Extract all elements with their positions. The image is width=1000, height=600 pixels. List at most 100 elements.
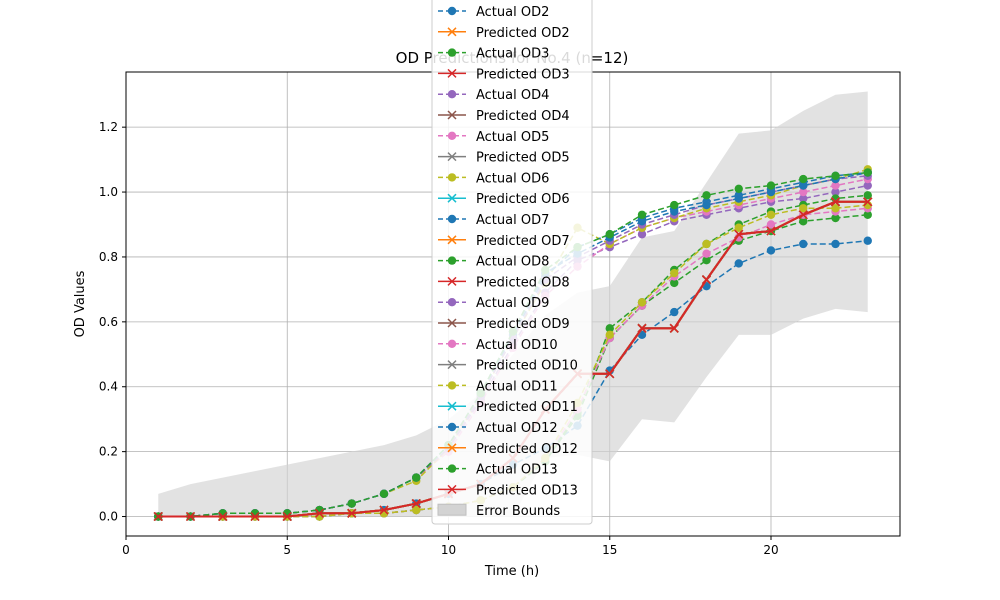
- legend-box: [431, 0, 593, 525]
- legend-entry: Predicted OD4: [438, 109, 570, 124]
- legend-marker: [447, 484, 457, 494]
- data-point: [637, 298, 647, 307]
- data-point: [799, 194, 808, 203]
- data-point: [831, 171, 840, 181]
- data-point: [347, 499, 356, 508]
- y-axis-ticks: 0.0 0.2 0.4 0.6 0.8 1.0 1.2: [99, 120, 126, 524]
- legend-label: Actual OD12: [476, 421, 558, 436]
- legend-label: Actual OD7: [476, 213, 549, 228]
- marker-stroke: [701, 275, 712, 285]
- legend-entry: Predicted OD7: [438, 234, 570, 249]
- data-point: [702, 200, 711, 210]
- data-point: [799, 239, 808, 249]
- legend-label: Predicted OD11: [476, 400, 578, 415]
- marker-stroke: [250, 512, 260, 522]
- legend-marker: [447, 27, 457, 37]
- legend-label: Predicted OD7: [476, 234, 570, 249]
- legend-label: Actual OD3: [476, 47, 549, 62]
- x-axis-ticks: 0 5 10 15 20: [122, 536, 779, 557]
- legend-marker: [447, 298, 457, 307]
- x-tick-label: 10: [441, 543, 456, 557]
- data-point: [831, 204, 840, 213]
- data-point: [314, 508, 325, 518]
- y-tick-label: 0.6: [99, 315, 118, 329]
- data-point: [605, 369, 615, 379]
- legend-entry: Actual OD2: [438, 5, 549, 20]
- legend-label: Predicted OD3: [476, 67, 570, 82]
- data-point: [734, 259, 743, 268]
- legend-entry: Actual OD4: [438, 88, 549, 103]
- data-point: [670, 200, 679, 210]
- data-point: [766, 220, 776, 229]
- y-tick-label: 0.4: [99, 380, 118, 394]
- legend-entry: Actual OD12: [438, 421, 558, 436]
- legend-marker: [447, 6, 457, 16]
- legend-marker: [447, 318, 457, 328]
- legend-entry: Predicted OD8: [438, 275, 570, 290]
- legend-label: Actual OD10: [476, 338, 558, 353]
- data-point: [218, 512, 228, 522]
- marker-stroke: [766, 226, 776, 236]
- legend-marker: [447, 235, 457, 245]
- data-point: [605, 330, 614, 340]
- marker-stroke: [669, 323, 679, 333]
- y-tick-label: 1.0: [99, 185, 118, 199]
- legend-label: Actual OD13: [476, 463, 558, 478]
- data-point: [605, 230, 614, 239]
- legend-marker: [447, 48, 457, 57]
- y-tick-label: 1.2: [99, 120, 118, 134]
- legend-entry: Actual OD9: [438, 296, 549, 311]
- legend-entry: Predicted OD13: [438, 483, 578, 498]
- data-point: [669, 323, 679, 333]
- data-point: [799, 204, 808, 213]
- legend-marker: [447, 422, 457, 432]
- data-point: [799, 187, 808, 197]
- legend-swatch: [437, 503, 467, 516]
- legend-entry: Predicted OD11: [438, 400, 578, 415]
- marker-stroke: [411, 499, 421, 509]
- legend-label: Predicted OD10: [476, 359, 578, 374]
- y-tick-label: 0.0: [99, 510, 118, 524]
- legend-label: Predicted OD8: [476, 275, 570, 290]
- data-point: [766, 226, 776, 236]
- data-point: [863, 191, 872, 200]
- data-point: [379, 489, 389, 499]
- legend-entry: Actual OD8: [438, 255, 549, 270]
- legend-entry: Predicted OD2: [438, 26, 570, 41]
- legend-entry: Actual OD5: [438, 130, 549, 145]
- legend-entry: Predicted OD9: [438, 317, 570, 332]
- legend-label: Actual OD11: [476, 379, 558, 394]
- legend-entry: Actual OD3: [438, 47, 549, 62]
- legend-marker: [447, 152, 457, 162]
- data-point: [863, 181, 872, 190]
- legend-label: Predicted OD4: [476, 109, 570, 124]
- legend-label: Predicted OD9: [476, 317, 570, 332]
- legend-entry: Predicted OD12: [438, 442, 578, 457]
- data-point: [831, 213, 840, 223]
- data-point: [670, 278, 679, 288]
- legend-marker: [447, 214, 457, 224]
- data-point: [766, 181, 776, 190]
- legend-label: Error Bounds: [476, 504, 560, 519]
- marker-stroke: [637, 323, 647, 333]
- legend-label: Predicted OD6: [476, 192, 570, 207]
- data-point: [734, 184, 743, 194]
- data-point: [702, 255, 711, 265]
- data-point: [379, 505, 389, 515]
- y-tick-label: 0.2: [99, 445, 118, 459]
- x-tick-label: 0: [122, 543, 130, 557]
- data-point: [863, 197, 873, 207]
- legend-marker: [447, 401, 457, 411]
- marker-stroke: [863, 197, 873, 207]
- data-point: [702, 239, 711, 249]
- data-point: [637, 230, 647, 239]
- legend-entry: Actual OD10: [438, 338, 558, 353]
- marker-stroke: [282, 512, 292, 522]
- legend-entry: Actual OD7: [438, 213, 549, 228]
- legend-marker: [447, 90, 457, 99]
- legend-marker: [447, 173, 457, 182]
- marker-stroke: [379, 505, 389, 515]
- legend-entry: Actual OD6: [438, 171, 549, 186]
- legend-entry: Predicted OD5: [438, 151, 570, 166]
